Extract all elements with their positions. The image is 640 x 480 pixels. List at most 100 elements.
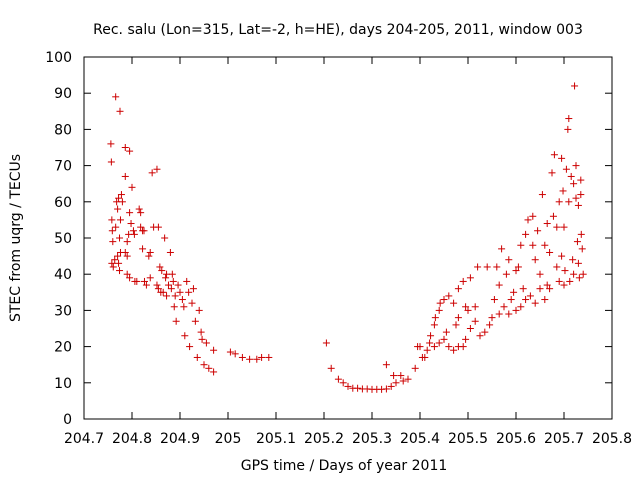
x-tick-label: 205.6 [496,431,536,447]
data-point [462,303,470,311]
y-tick-label: 30 [54,303,72,319]
data-point [153,165,161,173]
data-point [121,172,129,180]
data-point [411,364,419,372]
data-point [116,234,124,242]
data-point [558,252,566,260]
data-point [522,230,530,238]
data-point [536,285,544,293]
data-point [382,385,390,393]
data-point [258,353,266,361]
x-tick-label: 205 [215,431,242,447]
data-point [116,107,124,115]
data-point [490,296,498,304]
data-point [416,343,424,351]
data-point [435,306,443,314]
x-tick-label: 205.4 [400,431,440,447]
data-point [322,339,330,347]
data-point [564,125,572,133]
y-tick-label: 60 [54,195,72,211]
data-point [123,270,131,278]
data-point [130,230,138,238]
data-point [559,187,567,195]
data-point [126,209,134,217]
data-point [123,252,131,260]
data-point [427,332,435,340]
data-point [569,256,577,264]
data-point [112,93,120,101]
data-point [466,325,474,332]
data-point [505,256,513,264]
data-point [109,238,117,246]
data-point [442,328,450,336]
data-point [183,277,191,285]
data-point [553,263,561,271]
data-point [180,303,188,311]
data-point [191,317,199,325]
data-point [550,151,558,159]
data-point [265,353,273,361]
data-point [529,212,537,220]
data-point [117,191,125,199]
data-point [450,346,458,354]
data-point [517,303,525,311]
data-point [146,274,154,282]
y-tick-label: 80 [54,122,72,138]
data-point [471,303,479,311]
data-point [137,209,145,217]
data-point [133,277,141,285]
data-point [548,169,556,177]
data-point [445,292,453,300]
data-point [574,259,582,267]
data-point [392,379,400,387]
data-point [493,263,501,271]
data-point [163,292,171,300]
data-point [195,306,203,314]
data-point [167,285,175,293]
data-point [171,292,179,300]
y-tick-label: 70 [54,159,72,175]
data-point [142,281,150,289]
data-point [107,158,115,166]
data-point [186,343,194,351]
data-point [495,281,503,289]
data-point [495,310,503,318]
data-point [116,216,124,224]
x-tick-label: 204.7 [64,431,104,447]
data-points [107,82,587,393]
data-point [546,285,554,293]
data-point [534,227,542,235]
data-point [399,377,407,385]
data-point [452,321,460,329]
data-point [354,384,362,392]
data-point [575,274,583,282]
data-point [466,274,474,282]
data-point [431,314,439,322]
data-point [571,82,579,90]
data-point [555,277,563,285]
data-point [185,288,193,296]
data-point [577,230,585,238]
y-tick-label: 10 [54,376,72,392]
data-point [114,205,122,213]
plot-frame [83,56,613,420]
data-point [474,263,482,271]
y-tick-label: 20 [54,340,72,356]
data-point [135,205,143,213]
data-point [181,332,189,340]
data-point [126,274,134,282]
data-point [560,223,568,231]
data-point [339,379,347,387]
data-point [246,355,254,363]
data-point [578,245,586,253]
data-point [454,314,462,322]
data-point [572,162,580,170]
data-point [126,147,134,155]
data-point [440,335,448,343]
data-point [577,176,585,184]
data-point [118,198,126,206]
data-point [164,281,172,289]
data-point [162,274,170,282]
data-point [498,245,506,253]
data-point [178,296,186,304]
